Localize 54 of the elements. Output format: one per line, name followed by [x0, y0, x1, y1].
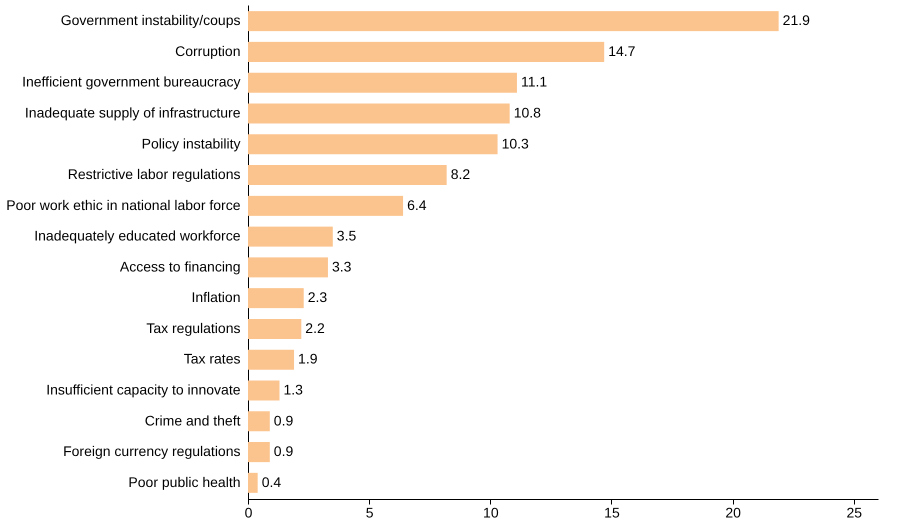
y-tick-label: Inadequately educated workforce [34, 228, 241, 244]
data-label: 6.4 [407, 196, 427, 213]
y-tick-label: Inflation [191, 289, 240, 306]
bar [248, 318, 302, 339]
bar [248, 257, 328, 278]
data-label: 8.2 [450, 166, 470, 182]
bar [248, 103, 510, 124]
bar [248, 196, 404, 216]
data-label: 21.9 [782, 12, 810, 28]
data-label: 0.4 [262, 474, 282, 490]
bar [248, 472, 258, 493]
data-label: 1.3 [284, 382, 304, 398]
y-tick-label: Poor work ethic in national labor force [6, 196, 241, 213]
y-tick-label: Crime and theft [144, 412, 241, 428]
data-label: 1.9 [298, 350, 318, 367]
bar [248, 350, 294, 370]
y-tick-label: Government instability/coups [60, 12, 240, 28]
bar [248, 134, 498, 154]
data-label: 10.8 [514, 104, 542, 120]
y-tick-label: Foreign currency regulations [63, 443, 240, 460]
y-tick-label: Restrictive labor regulations [68, 166, 240, 182]
y-tick-label: Tax rates [184, 350, 240, 367]
data-label: 3.5 [336, 228, 356, 244]
bar [248, 442, 270, 462]
x-tick-label: 10 [483, 504, 499, 520]
x-tick-label: 15 [604, 504, 620, 520]
bar [248, 165, 447, 186]
y-tick-label: Tax regulations [146, 320, 240, 336]
data-label: 11.1 [520, 74, 548, 90]
bar [248, 288, 304, 308]
bar [248, 11, 779, 32]
bar [248, 226, 333, 247]
y-tick-label: Corruption [175, 42, 240, 59]
bar [248, 72, 517, 93]
x-tick-label: 25 [846, 504, 862, 520]
data-label: 2.3 [308, 289, 328, 306]
data-label: 10.3 [502, 135, 530, 152]
y-tick-label: Access to financing [120, 258, 240, 274]
data-label: 14.7 [608, 42, 636, 59]
bar [248, 411, 270, 432]
y-tick-label: Policy instability [142, 135, 240, 152]
x-tick-label: 5 [366, 504, 374, 520]
data-label: 2.2 [305, 320, 325, 336]
x-tick-label: 20 [725, 504, 742, 520]
data-label: 3.3 [332, 258, 352, 274]
y-tick-label: Inadequate supply of infrastructure [24, 104, 241, 120]
y-tick-label: Inefficient government bureaucracy [22, 74, 240, 90]
y-tick-label: Poor public health [128, 474, 240, 490]
bar [248, 42, 604, 62]
y-tick-label: Insufficient capacity to innovate [46, 382, 241, 398]
bar [248, 380, 280, 401]
data-label: 0.9 [274, 412, 294, 428]
x-tick-label: 0 [244, 504, 253, 520]
data-label: 0.9 [274, 443, 294, 460]
